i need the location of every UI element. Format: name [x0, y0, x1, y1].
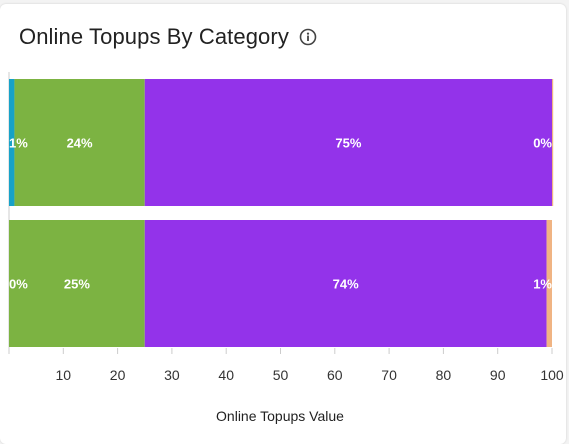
bar-segment — [144, 79, 552, 206]
data-label: 0% — [533, 136, 552, 151]
x-tick-label: 10 — [56, 367, 72, 383]
info-circle-icon[interactable] — [299, 28, 317, 46]
chart-title: Online Topups By Category — [19, 24, 289, 49]
x-tick-label: 80 — [436, 367, 452, 383]
data-label: 1% — [9, 136, 28, 151]
x-tick-label: 30 — [164, 367, 180, 383]
data-label: 24% — [67, 136, 93, 151]
x-tick-label: 20 — [110, 367, 126, 383]
x-axis-title: Online Topups Value — [216, 408, 344, 424]
bar-segment — [144, 220, 547, 347]
bar-segment — [9, 220, 145, 347]
title-row: Online Topups By Category — [19, 21, 317, 53]
x-tick-label: 40 — [218, 367, 234, 383]
data-label: 74% — [333, 277, 359, 292]
bar-segment — [546, 220, 552, 347]
x-tick-label: 60 — [327, 367, 343, 383]
x-tick-label: 100 — [540, 367, 564, 383]
bar-segment — [552, 79, 554, 206]
x-tick-label: 70 — [381, 367, 397, 383]
x-tick-label: 90 — [490, 367, 506, 383]
data-label: 1% — [533, 277, 552, 292]
bar-segment — [9, 79, 15, 206]
data-label: 0% — [9, 277, 28, 292]
data-label: 25% — [64, 277, 90, 292]
data-label: 75% — [335, 136, 361, 151]
x-tick-label: 50 — [273, 367, 289, 383]
bar-segment — [14, 79, 145, 206]
